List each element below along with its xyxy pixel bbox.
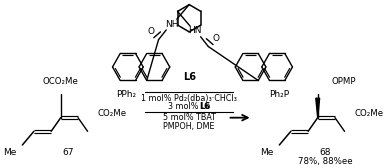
Polygon shape [316,98,320,118]
Text: HN: HN [188,26,202,35]
Text: 67: 67 [63,148,74,157]
Text: L6: L6 [183,72,196,82]
Text: Ph₂P: Ph₂P [269,90,289,99]
Text: Me: Me [260,148,274,157]
Text: NH: NH [165,20,179,29]
Text: 3 mol% L6: 3 mol% L6 [168,102,210,111]
Text: Me: Me [3,148,17,157]
Text: 5 mol% TBAT: 5 mol% TBAT [163,113,216,122]
Text: L6: L6 [199,102,210,111]
Text: OCO₂Me: OCO₂Me [43,77,79,87]
Text: CO₂Me: CO₂Me [97,109,126,118]
Text: 1 mol% Pd₂(dba)₃·CHCl₃: 1 mol% Pd₂(dba)₃·CHCl₃ [141,94,237,103]
Text: 78%, 88%ee: 78%, 88%ee [298,157,353,166]
Text: CO₂Me: CO₂Me [354,109,383,118]
Text: PMPOH, DME: PMPOH, DME [163,122,215,131]
Text: 68: 68 [320,148,331,157]
Text: O: O [147,27,154,36]
Text: PPh₂: PPh₂ [116,90,136,99]
Text: OPMP: OPMP [331,77,356,87]
Text: O: O [213,34,220,43]
